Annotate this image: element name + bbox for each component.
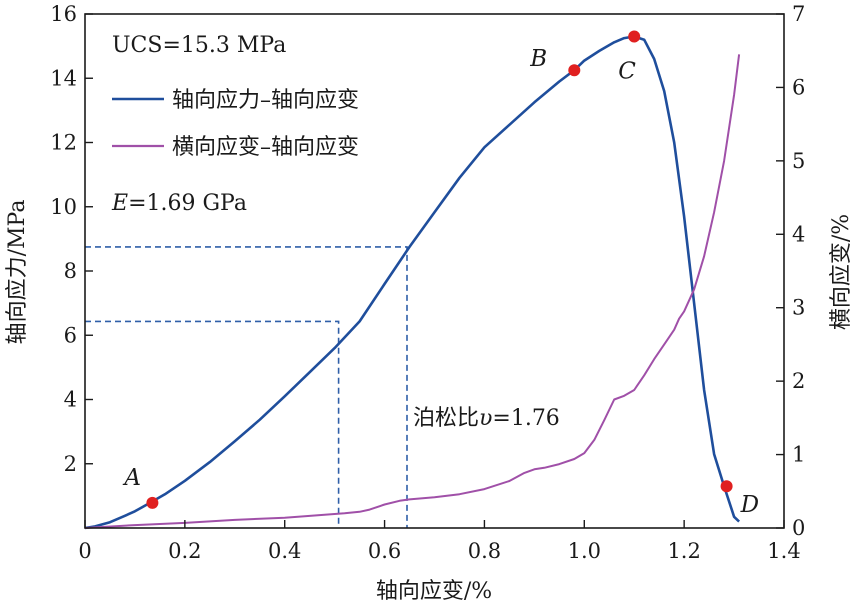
modulus-value: =1.69 GPa bbox=[128, 191, 247, 216]
right-tick-label: 1 bbox=[792, 443, 805, 467]
left-tick-label: 16 bbox=[50, 2, 77, 26]
key-point-label-d: D bbox=[740, 492, 759, 518]
key-point-label-b: B bbox=[529, 46, 547, 72]
series-layer bbox=[84, 35, 741, 530]
right-tick-label: 7 bbox=[792, 2, 805, 26]
right-axis-ticks: 0 1 2 3 4 5 6 7 bbox=[776, 2, 805, 540]
poisson-symbol: υ bbox=[479, 406, 492, 431]
key-point-label-a: A bbox=[122, 465, 141, 491]
series-line-lateral-strain bbox=[84, 54, 741, 529]
key-point-label-c: C bbox=[618, 59, 636, 85]
x-tick-label: 0.4 bbox=[268, 539, 301, 563]
legend-label-axial-stress: 轴向应力–轴向应变 bbox=[172, 88, 359, 113]
key-point-d bbox=[720, 480, 733, 493]
x-tick-label: 1.2 bbox=[667, 539, 700, 563]
left-axis-label: 轴向应力/MPa bbox=[5, 200, 30, 345]
reference-guide-line bbox=[85, 320, 340, 528]
x-axis-ticks: 0 0.2 0.4 0.6 0.8 1.0 1.2 1.4 bbox=[78, 520, 801, 563]
reference-guide-line bbox=[85, 246, 408, 528]
right-tick-label: 4 bbox=[792, 222, 805, 246]
x-tick-label: 0.2 bbox=[168, 539, 201, 563]
poisson-prefix: 泊松比 bbox=[413, 406, 479, 431]
right-tick-label: 6 bbox=[792, 75, 805, 99]
x-tick-label: 0.8 bbox=[468, 539, 501, 563]
modulus-symbol: E bbox=[111, 191, 128, 216]
legend-label-lateral-strain: 横向应变–轴向应变 bbox=[172, 135, 359, 160]
left-tick-label: 6 bbox=[64, 323, 77, 347]
poisson-annotation: 泊松比υ=1.76 bbox=[413, 406, 560, 431]
left-tick-label: 10 bbox=[50, 195, 77, 219]
right-axis-label: 横向应变/% bbox=[829, 214, 854, 330]
left-tick-label: 2 bbox=[64, 452, 77, 476]
right-tick-label: 3 bbox=[792, 296, 805, 320]
left-tick-label: 14 bbox=[50, 66, 77, 90]
key-point-a bbox=[146, 496, 159, 509]
x-axis-label: 轴向应变/% bbox=[376, 579, 492, 604]
right-tick-label: 0 bbox=[792, 516, 805, 540]
ucs-annotation: UCS=15.3 MPa bbox=[112, 33, 286, 58]
x-tick-label: 1.4 bbox=[767, 539, 800, 563]
legend: 轴向应力–轴向应变 横向应变–轴向应变 bbox=[112, 88, 359, 160]
reference-guides bbox=[85, 246, 408, 528]
poisson-value: =1.76 bbox=[492, 406, 559, 431]
key-points-layer: A B C D bbox=[122, 30, 759, 518]
right-tick-label: 2 bbox=[792, 369, 805, 393]
x-tick-label: 0.6 bbox=[368, 539, 401, 563]
modulus-annotation: E=1.69 GPa bbox=[111, 191, 247, 216]
key-point-c bbox=[628, 30, 641, 43]
left-tick-label: 12 bbox=[50, 131, 77, 155]
right-tick-label: 5 bbox=[792, 149, 805, 173]
x-tick-label: 0 bbox=[78, 539, 91, 563]
key-point-b bbox=[568, 64, 581, 77]
left-axis-ticks: 2 4 6 8 10 12 14 16 bbox=[50, 2, 93, 476]
series-line-axial-stress bbox=[84, 35, 741, 530]
x-tick-label: 1.0 bbox=[568, 539, 601, 563]
left-tick-label: 4 bbox=[64, 388, 77, 412]
left-tick-label: 8 bbox=[64, 259, 77, 283]
